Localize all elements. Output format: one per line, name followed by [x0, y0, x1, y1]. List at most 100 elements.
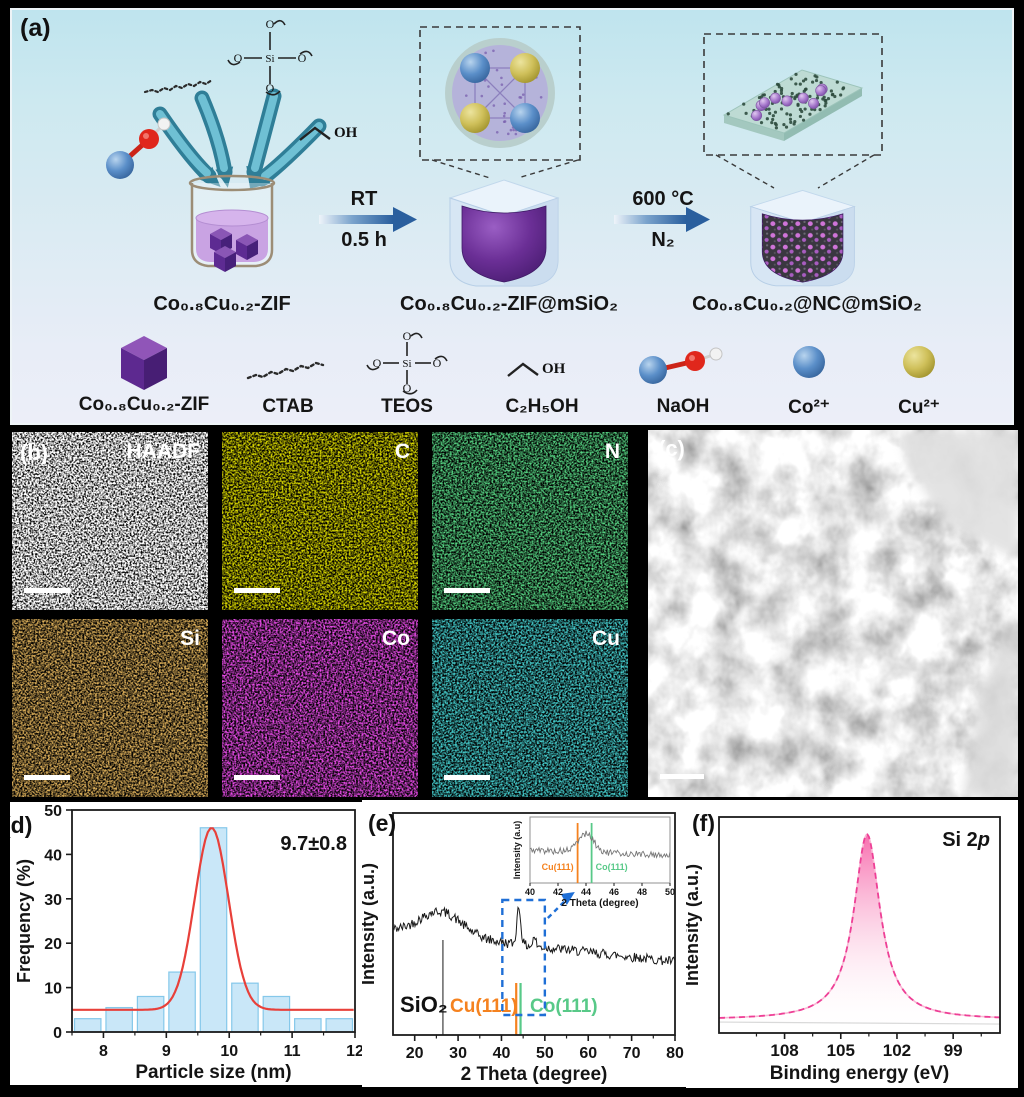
legend-label-zif-cube: Co₀.₈Cu₀.₂-ZIF [78, 394, 210, 415]
panel-d-tag: (d) [10, 812, 33, 838]
svg-text:Si: Si [265, 53, 274, 65]
svg-text:O: O [433, 356, 442, 370]
panel-f-tag: (f) [692, 810, 715, 836]
map-label: Si [180, 627, 200, 650]
svg-text:105: 105 [827, 1041, 855, 1060]
panel-f-xps-card: (f) 108 105 102 99 Binding energy (eV) Intens… [686, 800, 1018, 1088]
svg-text:20: 20 [44, 936, 62, 953]
svg-text:10: 10 [44, 981, 62, 998]
legend-label-cu-ion: Cu²⁺ [898, 397, 940, 418]
svg-text:Frequency (%): Frequency (%) [14, 859, 34, 983]
stage-label-zif-msio2: Co₀.₈Cu₀.₂-ZIF@mSiO₂ [400, 293, 618, 315]
svg-text:50: 50 [44, 803, 62, 820]
svg-text:9.7±0.8: 9.7±0.8 [280, 833, 347, 855]
svg-text:8: 8 [99, 1043, 108, 1060]
panel-e-xrd-card: (e) SiO₂ Cu(111) Co(111) 20 30 40 50 60 70 80 2 Th… [362, 800, 692, 1087]
scale-bar [24, 775, 70, 780]
svg-text:48: 48 [637, 887, 647, 897]
legend-label-co-ion: Co²⁺ [788, 397, 830, 418]
ctab-chain-icon [242, 346, 334, 393]
svg-text:SiO₂: SiO₂ [400, 992, 448, 1017]
svg-text:Si 2p: Si 2p [942, 829, 990, 851]
svg-text:O: O [403, 381, 412, 395]
map-label: Cu [592, 627, 620, 650]
svg-text:50: 50 [536, 1045, 554, 1062]
panel-a-artwork: O O O O Si OH [106, 17, 883, 287]
eds-map-haadf: HAADF (b) [12, 432, 208, 610]
legend-label-ctab-chain: CTAB [262, 396, 314, 417]
map-label: C [395, 440, 410, 463]
svg-text:Cu(111): Cu(111) [450, 996, 518, 1017]
svg-text:O: O [373, 356, 382, 370]
svg-text:44: 44 [581, 887, 591, 897]
teos-molecule-icon: O O O O Si [365, 328, 449, 403]
svg-text:99: 99 [944, 1041, 963, 1060]
svg-text:0: 0 [53, 1025, 62, 1042]
ethanol-icon: OH [502, 352, 582, 391]
eds-map-cu: Cu [432, 619, 628, 797]
scale-bar [24, 588, 70, 593]
eds-map-co: Co [222, 619, 418, 797]
panel-a-tag: (a) [20, 14, 51, 42]
svg-text:Intensity (a.u.): Intensity (a.u.) [362, 863, 378, 985]
tem-image [648, 430, 1018, 797]
svg-text:OH: OH [334, 125, 358, 141]
svg-text:10: 10 [220, 1043, 238, 1060]
svg-text:70: 70 [623, 1045, 641, 1062]
co-ion-icon [791, 344, 827, 385]
scale-bar [660, 774, 704, 779]
svg-text:80: 80 [666, 1045, 684, 1062]
legend-label-ethanol: C₂H₅OH [505, 396, 579, 417]
svg-text:40: 40 [525, 887, 535, 897]
histogram-chart: 0 10 20 30 40 50 8 9 10 11 12 Particle size (nm) Fre… [14, 803, 364, 1083]
svg-text:OH: OH [542, 361, 566, 377]
svg-text:Intensity (a.u.): Intensity (a.u.) [686, 864, 702, 986]
svg-text:40: 40 [493, 1045, 511, 1062]
svg-text:2 Theta (degree): 2 Theta (degree) [561, 898, 638, 909]
svg-text:Intensity (a.u): Intensity (a.u) [512, 821, 522, 880]
eds-map-si: Si [12, 619, 208, 797]
eds-map-n: N [432, 432, 628, 610]
panel-a-schematic: O O O O Si OH [10, 8, 1014, 425]
svg-text:102: 102 [883, 1041, 911, 1060]
cu-ion-icon [901, 344, 937, 385]
panel-c-tem: (c) [648, 430, 1018, 797]
svg-text:50: 50 [665, 887, 675, 897]
scale-bar [444, 588, 490, 593]
svg-text:O: O [298, 51, 307, 65]
arrow2-condition-top: 600 °C [632, 188, 694, 210]
svg-text:20: 20 [406, 1045, 424, 1062]
map-label: Co [382, 627, 410, 650]
scale-bar [444, 775, 490, 780]
svg-text:Co(111): Co(111) [596, 862, 628, 872]
eds-map-c: C [222, 432, 418, 610]
legend-label-teos-molecule: TEOS [381, 396, 433, 417]
svg-text:40: 40 [44, 847, 62, 864]
stage-label-nc-msio2: Co₀.₈Cu₀.₂@NC@mSiO₂ [692, 293, 922, 315]
xrd-chart: SiO₂ Cu(111) Co(111)20 30 40 50 60 70 802 Theta … [362, 812, 684, 1085]
svg-text:108: 108 [770, 1041, 798, 1060]
zif-cube-icon [109, 332, 179, 399]
map-label: HAADF [127, 440, 201, 463]
svg-text:Cu(111): Cu(111) [542, 862, 574, 872]
svg-text:30: 30 [44, 892, 62, 909]
panel-b-eds-maps: HAADF (b) C N [12, 432, 628, 797]
panel-b-tag: (b) [20, 440, 48, 465]
svg-text:O: O [403, 329, 412, 343]
panel-e-tag: (e) [368, 810, 397, 836]
svg-text:46: 46 [609, 887, 619, 897]
svg-text:11: 11 [284, 1043, 301, 1060]
svg-text:O: O [234, 51, 243, 65]
arrow1-condition-bottom: 0.5 h [341, 229, 387, 251]
scale-bar [234, 588, 280, 593]
svg-text:Binding energy (eV): Binding energy (eV) [770, 1063, 949, 1084]
svg-text:Co(111): Co(111) [530, 996, 598, 1017]
svg-text:60: 60 [579, 1045, 597, 1062]
panel-d-histogram-card: (d) 0 10 20 30 40 50 8 9 10 11 12 Particle size (nm… [10, 802, 386, 1085]
panel-c-tag: (c) [658, 436, 685, 461]
naoh-icon [633, 344, 733, 393]
stage-label-zif: Co₀.₈Cu₀.₂-ZIF [153, 293, 291, 315]
svg-text:2 Theta (degree): 2 Theta (degree) [461, 1064, 608, 1085]
svg-text:O: O [266, 17, 275, 31]
arrow1-condition-top: RT [350, 188, 378, 210]
